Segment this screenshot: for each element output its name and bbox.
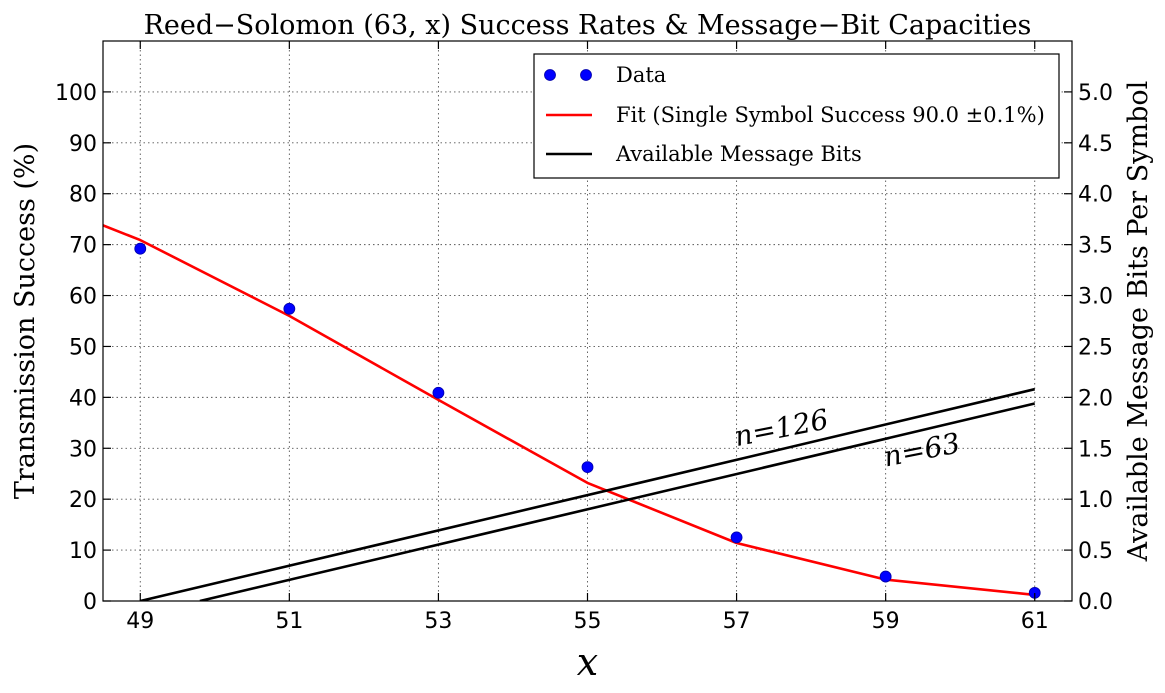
y2-tick-label: 0.5: [1078, 539, 1113, 564]
y-axis-label: Transmission Success (%): [10, 143, 41, 499]
y2-tick-label: 1.5: [1078, 437, 1113, 462]
y2-tick-label: 3.5: [1078, 234, 1113, 259]
plot-series: [103, 224, 1041, 601]
data-point: [283, 302, 296, 315]
legend-label: Fit (Single Symbol Success 90.0 ±0.1%): [616, 103, 1045, 127]
x-tick-label: 55: [574, 609, 602, 634]
x-tick-label: 61: [1021, 609, 1049, 634]
legend-box: [533, 53, 1060, 179]
line-annotation-label: n=126: [732, 403, 831, 454]
x-tick-label: 53: [424, 609, 452, 634]
data-point: [730, 531, 743, 544]
y-tick-label: 30: [69, 437, 97, 462]
y-tick-label: 80: [69, 183, 97, 208]
x-tick-label: 51: [275, 609, 303, 634]
line-annotation-label: n=63: [881, 426, 963, 473]
y-tick-label: 60: [69, 285, 97, 310]
y2-tick-label: 3.0: [1078, 285, 1113, 310]
legend-marker: [544, 69, 556, 81]
y-tick-label: 10: [69, 539, 97, 564]
y2-tick-label: 2.0: [1078, 386, 1113, 411]
y2-axis-label: Available Message Bits Per Symbol: [1123, 81, 1154, 563]
axis-ticks: 49 51 53 55 57 59 61 0 10 20 30 40 50 60 70 80 90 100 0.0 0…: [55, 41, 1113, 634]
message-bits-line: [199, 402, 1035, 601]
legend-label: Data: [616, 63, 666, 87]
legend: Data Fit (Single Symbol Success 90.0 ±0.1…: [533, 53, 1060, 179]
data-point: [879, 570, 892, 583]
legend-marker: [580, 69, 592, 81]
y-tick-label: 70: [69, 234, 97, 259]
data-point: [432, 386, 445, 399]
legend-items: Data Fit (Single Symbol Success 90.0 ±0.1…: [544, 63, 1045, 166]
y-tick-label: 20: [69, 488, 97, 513]
y-tick-label: 50: [69, 335, 97, 360]
y2-tick-label: 0.0: [1078, 590, 1113, 615]
y2-tick-label: 2.5: [1078, 335, 1113, 360]
y-tick-label: 40: [69, 386, 97, 411]
y2-tick-label: 4.5: [1078, 132, 1113, 157]
x-tick-label: 57: [723, 609, 751, 634]
x-tick-label: 59: [872, 609, 900, 634]
y2-tick-label: 4.0: [1078, 183, 1113, 208]
message-bits-line: [140, 387, 1035, 601]
chart-title: Reed−Solomon (63, x) Success Rates & Mes…: [144, 10, 1032, 41]
grid: [103, 41, 1072, 601]
x-tick-label: 49: [126, 609, 154, 634]
data-point: [581, 461, 594, 474]
y2-tick-label: 1.0: [1078, 488, 1113, 513]
y-tick-label: 0: [83, 590, 97, 615]
x-axis-label: x: [577, 640, 598, 684]
y-tick-label: 90: [69, 132, 97, 157]
fit-line: [103, 224, 1035, 597]
y-tick-label: 100: [55, 81, 97, 106]
data-point: [134, 242, 147, 255]
legend-label: Available Message Bits: [615, 142, 862, 166]
y2-tick-label: 5.0: [1078, 81, 1113, 106]
